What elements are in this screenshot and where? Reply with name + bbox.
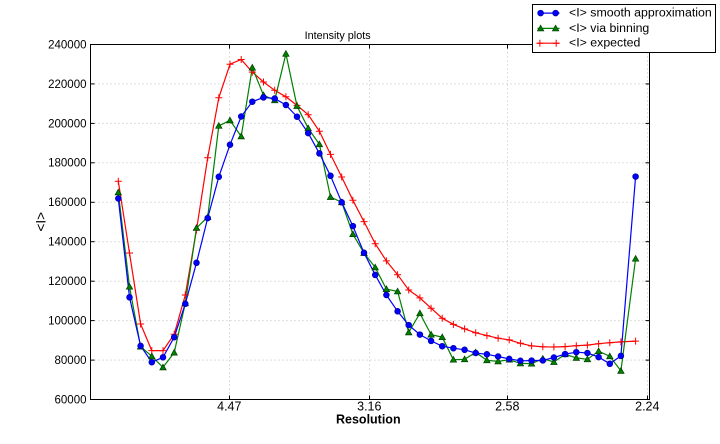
svg-text:100000: 100000 xyxy=(48,316,86,328)
svg-text:<I> smooth approximation: <I> smooth approximation xyxy=(569,6,712,20)
svg-text:<I> expected: <I> expected xyxy=(569,36,641,50)
svg-text:<I>: <I> xyxy=(33,212,48,232)
svg-text:220000: 220000 xyxy=(48,79,86,91)
svg-text:Intensity plots: Intensity plots xyxy=(305,30,372,42)
svg-text:200000: 200000 xyxy=(48,118,86,130)
svg-text:4.47: 4.47 xyxy=(217,400,241,414)
svg-text:3.16: 3.16 xyxy=(357,400,381,414)
svg-text:120000: 120000 xyxy=(48,276,86,288)
svg-text:<I> via binning: <I> via binning xyxy=(569,21,649,35)
svg-text:2.58: 2.58 xyxy=(495,400,519,414)
svg-text:2.24: 2.24 xyxy=(635,400,659,414)
svg-text:Resolution: Resolution xyxy=(336,413,401,427)
svg-text:160000: 160000 xyxy=(48,197,86,209)
svg-text:240000: 240000 xyxy=(48,39,86,51)
svg-text:180000: 180000 xyxy=(48,158,86,170)
svg-text:80000: 80000 xyxy=(55,355,87,367)
svg-text:140000: 140000 xyxy=(48,237,86,249)
svg-text:60000: 60000 xyxy=(55,394,87,406)
